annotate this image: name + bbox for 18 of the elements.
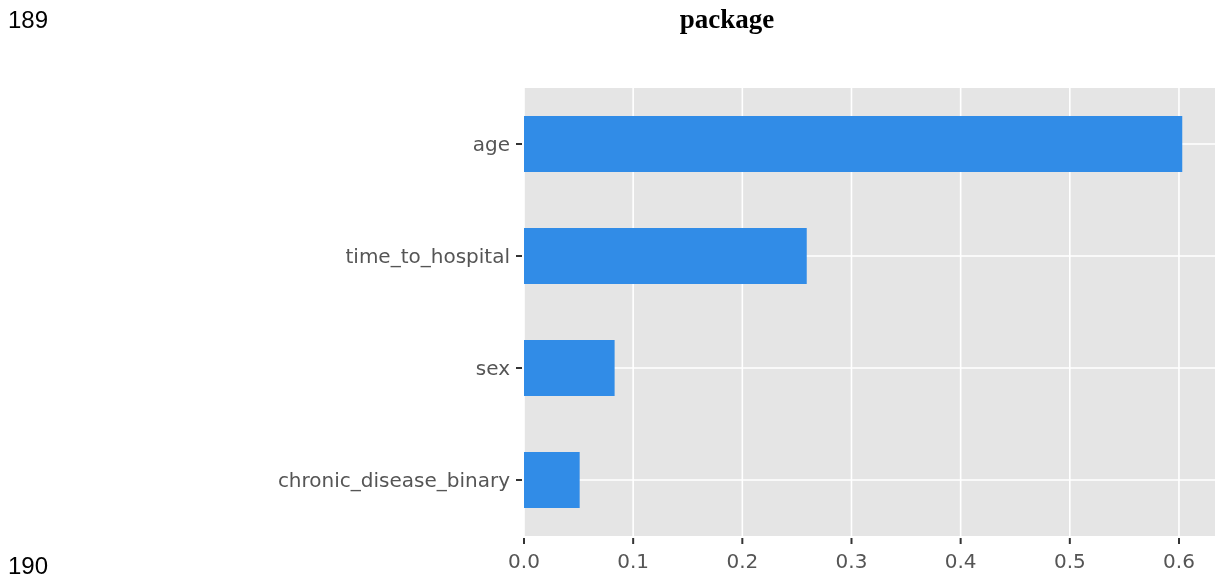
x-tick-label: 0.1	[617, 549, 650, 573]
y-tick-label: age	[472, 132, 510, 156]
bar	[524, 116, 1183, 172]
x-tick-label: 0.0	[508, 549, 540, 573]
x-tick-label: 0.2	[726, 549, 759, 573]
y-tick-label: sex	[475, 356, 511, 380]
x-tick-label: 0.4	[944, 549, 977, 573]
bar	[524, 452, 580, 508]
y-tick-label: chronic_disease_binary	[277, 468, 511, 492]
x-tick-label: 0.6	[1163, 549, 1195, 573]
bar	[524, 228, 807, 284]
text: 189	[8, 6, 49, 33]
x-tick-label: 0.5	[1053, 549, 1086, 573]
y-tick-label: time_to_hospital	[345, 244, 510, 268]
bar	[524, 340, 615, 396]
text: 190	[8, 552, 49, 579]
x-tick-label: 0.3	[835, 549, 868, 573]
chart-title: package	[679, 4, 775, 34]
